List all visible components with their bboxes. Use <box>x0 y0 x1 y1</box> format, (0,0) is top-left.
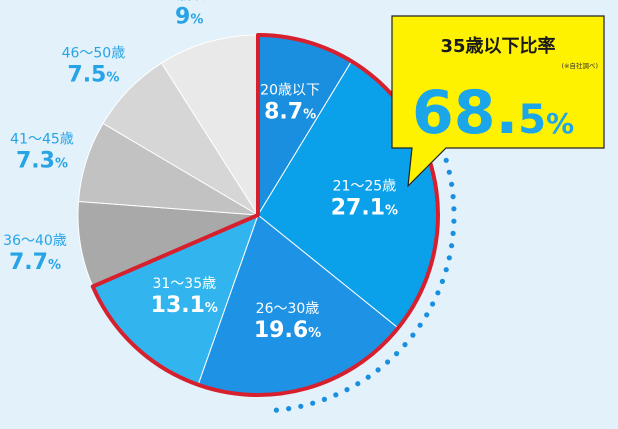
callout-value-unit: % <box>546 107 574 140</box>
decor-dot <box>450 194 456 200</box>
pie-slice <box>160 34 259 217</box>
decor-dot <box>286 406 292 412</box>
slice-name-label: 21～25歳 <box>333 178 397 194</box>
decor-dot <box>333 392 339 398</box>
decor-dot <box>451 206 457 212</box>
decor-dot <box>375 367 381 373</box>
decor-dot <box>402 342 408 348</box>
decor-dot <box>385 359 391 365</box>
decor-dot <box>424 312 430 318</box>
slice-value-label: 7.5% <box>67 62 119 87</box>
decor-dot <box>365 374 371 380</box>
decor-dot <box>439 278 445 284</box>
slice-value-label: 7.3% <box>16 149 68 174</box>
slice-name-label: 31～35歳 <box>152 276 216 292</box>
decor-dot <box>394 351 400 357</box>
callout-title: 35歳以下比率 <box>440 35 555 57</box>
slice-name-label: 26～30歳 <box>256 301 320 317</box>
decor-dot <box>321 396 327 402</box>
slice-value-label: 27.1% <box>331 195 398 220</box>
decor-dot <box>446 255 452 261</box>
slice-value-label: 8.7% <box>264 100 316 125</box>
decor-dot <box>430 301 436 307</box>
decor-dot <box>449 181 455 187</box>
callout-note: (※自社調べ) <box>561 61 598 70</box>
decor-dot <box>417 322 423 328</box>
decor-dot <box>450 230 456 236</box>
slice-value-label: 9% <box>175 5 203 30</box>
slice-name-label: 41～45歳 <box>10 132 74 148</box>
slice-name-label: 36～40歳 <box>3 233 67 249</box>
decor-dot <box>451 218 457 224</box>
highlight-outline <box>90 33 440 397</box>
callout-value: 68.5% <box>412 78 574 148</box>
decor-dot <box>298 403 304 409</box>
decor-dot <box>435 290 441 296</box>
slice-name-label: 46～50歳 <box>62 45 126 61</box>
decor-dot <box>273 407 279 413</box>
slice-value-label: 13.1% <box>151 293 218 318</box>
decor-dot <box>443 267 449 273</box>
callout-background <box>391 15 605 188</box>
slice-value-label: 7.7% <box>9 250 61 275</box>
slice-value-label: 19.6% <box>254 318 321 343</box>
callout-value-decimal: 5 <box>518 97 546 143</box>
decor-dot <box>344 387 350 393</box>
decor-dot <box>310 400 316 406</box>
decor-dot <box>443 157 449 163</box>
callout-value-main: 68. <box>412 78 518 148</box>
decor-dot <box>446 169 452 175</box>
decor-dot <box>355 381 361 387</box>
slice-name-label: 51歳以上 <box>159 0 219 4</box>
callout-box: 35歳以下比率 (※自社調べ) 68.5% <box>391 15 605 188</box>
decor-dot <box>449 243 455 249</box>
slice-name-label: 20歳以下 <box>260 83 320 99</box>
decor-dot <box>410 332 416 338</box>
